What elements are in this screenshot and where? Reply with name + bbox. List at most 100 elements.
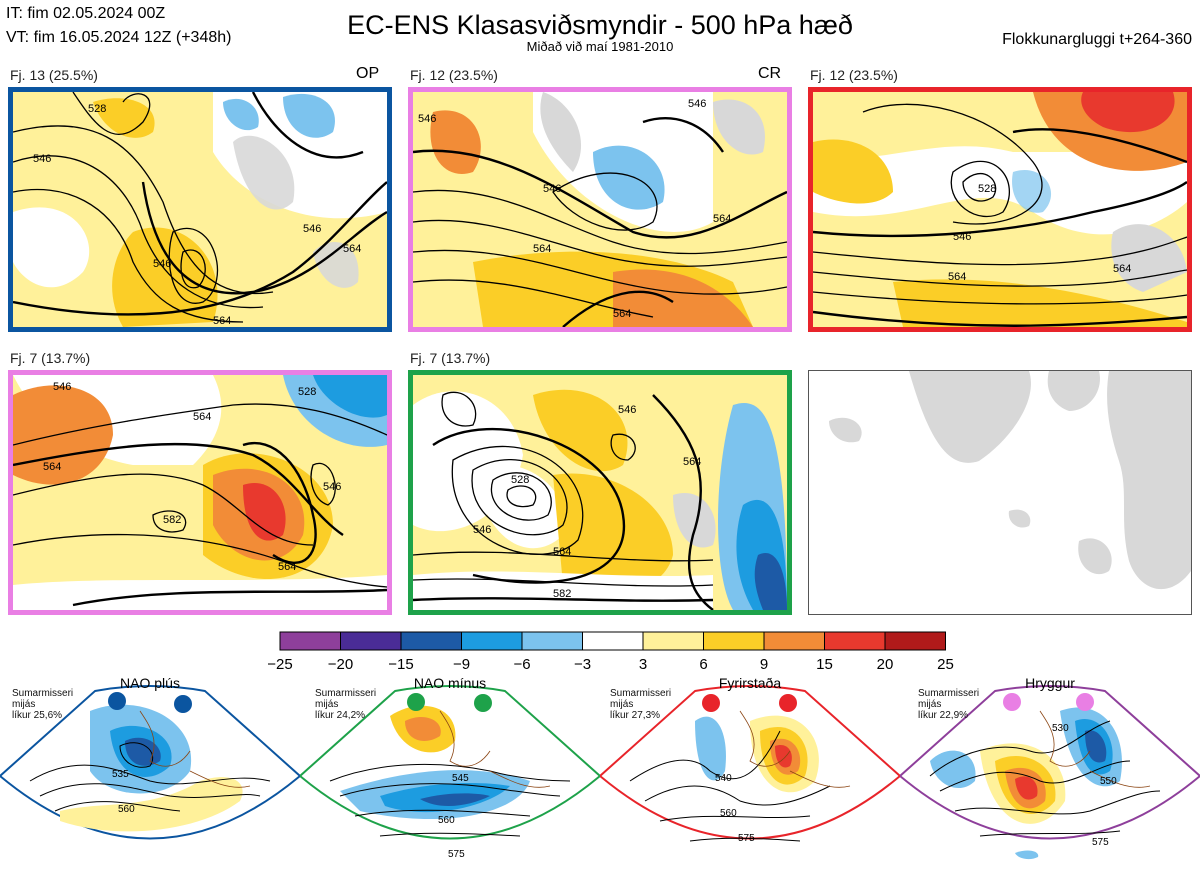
contour-label: 564 <box>613 308 631 320</box>
regime-marker <box>474 694 492 712</box>
regime-name: Hryggur <box>1025 675 1075 691</box>
contour-label: 564 <box>1113 263 1131 275</box>
cluster-map-empty <box>808 370 1192 615</box>
contour-label: 546 <box>688 98 706 110</box>
colorbar-swatch <box>824 631 886 651</box>
regime-nao-plus: 535 560 NAO plús Sumarmisseri mijás líku… <box>0 671 300 871</box>
cluster-map-4: 546 564 564 582 546 528 564 <box>8 370 392 615</box>
contour-label: 546 <box>953 231 971 243</box>
regime-contour-label: 575 <box>448 849 465 860</box>
regime-likelihood: líkur 25,6% <box>12 710 63 721</box>
panel-2-tag: CR <box>758 65 782 82</box>
panel-1-label: Fj. 13 (25.5%) <box>10 67 98 83</box>
regime-likelihood: líkur 27,3% <box>610 710 661 721</box>
regime-marker <box>779 694 797 712</box>
colorbar-swatch <box>340 631 402 651</box>
regime-marker <box>1076 693 1094 711</box>
contour-label: 528 <box>298 386 316 398</box>
panel-3-label: Fj. 12 (23.5%) <box>810 67 898 83</box>
contour-label: 546 <box>303 223 321 235</box>
contour-label: 546 <box>33 153 51 165</box>
contour-label: 528 <box>511 474 529 486</box>
regime-ridge: 530 550 575 Hryggur Sumarmisseri mijás l… <box>900 671 1200 871</box>
regime-contour-label: 560 <box>720 808 737 819</box>
colorbar-tick-label: −9 <box>453 656 470 673</box>
regime-climo: mijás <box>610 699 634 710</box>
regime-season: Sumarmisseri <box>610 688 672 699</box>
contour-label: 528 <box>978 183 996 195</box>
regime-nao-minus: 545 560 575 NAO mínus Sumarmisseri mijás… <box>300 671 600 871</box>
regime-name: Fyrirstaða <box>718 675 782 691</box>
contour-label: 528 <box>88 103 106 115</box>
regime-name: NAO plús <box>120 675 180 691</box>
regime-likelihood: líkur 22,9% <box>918 710 969 721</box>
colorbar-swatch <box>642 631 704 651</box>
regime-contour-label: 545 <box>452 773 469 784</box>
page-title: EC-ENS Klasasviðsmyndir - 500 hPa hæð <box>347 10 853 40</box>
contour-label: 564 <box>43 461 61 473</box>
colorbar-tick-label: 3 <box>639 656 647 673</box>
cluster-window: Flokkunargluggi t+264-360 <box>1002 31 1192 48</box>
contour-label: 546 <box>153 258 171 270</box>
contour-label: 564 <box>343 243 361 255</box>
contour-label: 582 <box>163 514 181 526</box>
contour-label: 546 <box>473 524 491 536</box>
panel-2-label: Fj. 12 (23.5%) <box>410 67 498 83</box>
colorbar-swatch <box>763 631 825 651</box>
regime-marker <box>407 693 425 711</box>
regime-contour-label: 550 <box>1100 776 1117 787</box>
regime-season: Sumarmisseri <box>918 688 980 699</box>
contour-label: 564 <box>193 411 211 423</box>
colorbar-tick-label: 9 <box>760 656 768 673</box>
colorbar-tick-label: −25 <box>267 656 292 673</box>
colorbar-swatch <box>461 631 523 651</box>
panel-5-label: Fj. 7 (13.7%) <box>410 350 491 366</box>
colorbar-tick-label: 6 <box>699 656 707 673</box>
regime-climo: mijás <box>918 699 942 710</box>
colorbar-swatch <box>582 631 644 651</box>
colorbar-swatch <box>521 631 583 651</box>
regime-climo: mijás <box>315 699 339 710</box>
contour-label: 546 <box>618 404 636 416</box>
page-subtitle: Miðað við maí 1981-2010 <box>526 39 674 54</box>
contour-label: 546 <box>543 183 561 195</box>
regime-contour-label: 560 <box>438 815 455 826</box>
panel-4-label: Fj. 7 (13.7%) <box>10 350 91 366</box>
contour-label: 546 <box>53 381 71 393</box>
contour-label: 564 <box>553 546 571 558</box>
cluster-map-1: 546 528 546 546 564 564 <box>8 87 392 332</box>
regime-marker <box>1003 693 1021 711</box>
colorbar-swatch <box>884 631 946 651</box>
valid-time: VT: fim 16.05.2024 12Z (+348h) <box>6 29 232 46</box>
contour-label: 564 <box>713 213 731 225</box>
colorbar-tick-label: 25 <box>937 656 954 673</box>
cluster-map-5: 528 546 546 564 582 564 <box>408 370 792 615</box>
contour-label: 564 <box>213 315 231 327</box>
regime-contour-label: 575 <box>1092 837 1109 848</box>
initial-time: IT: fim 02.05.2024 00Z <box>6 5 166 22</box>
colorbar-swatch <box>279 631 341 651</box>
colorbar-tick-label: −20 <box>328 656 353 673</box>
regime-contour-label: 560 <box>118 804 135 815</box>
colorbar: −25 −20 −15 −9 −6 −3 3 6 9 15 20 25 <box>258 630 958 674</box>
regime-contour-label: 575 <box>738 833 755 844</box>
colorbar-swatch <box>703 631 765 651</box>
contour-label: 546 <box>418 113 436 125</box>
contour-label: 546 <box>323 481 341 493</box>
cluster-map-3: 528 546 564 564 <box>808 87 1192 332</box>
colorbar-graphic: −25 −20 −15 −9 −6 −3 3 6 9 15 20 25 <box>267 631 954 673</box>
regime-contour-label: 540 <box>715 773 732 784</box>
regime-contour-label: 530 <box>1052 723 1069 734</box>
contour-label: 582 <box>553 588 571 600</box>
colorbar-tick-label: −3 <box>574 656 591 673</box>
colorbar-tick-label: 20 <box>877 656 894 673</box>
contour-label: 564 <box>278 561 296 573</box>
regime-marker <box>702 694 720 712</box>
regime-season: Sumarmisseri <box>12 688 74 699</box>
contour-label: 564 <box>948 271 966 283</box>
regime-likelihood: líkur 24,2% <box>315 710 366 721</box>
regime-name: NAO mínus <box>413 675 487 691</box>
contour-label: 564 <box>533 243 551 255</box>
colorbar-swatch <box>400 631 462 651</box>
regime-season: Sumarmisseri <box>315 688 377 699</box>
